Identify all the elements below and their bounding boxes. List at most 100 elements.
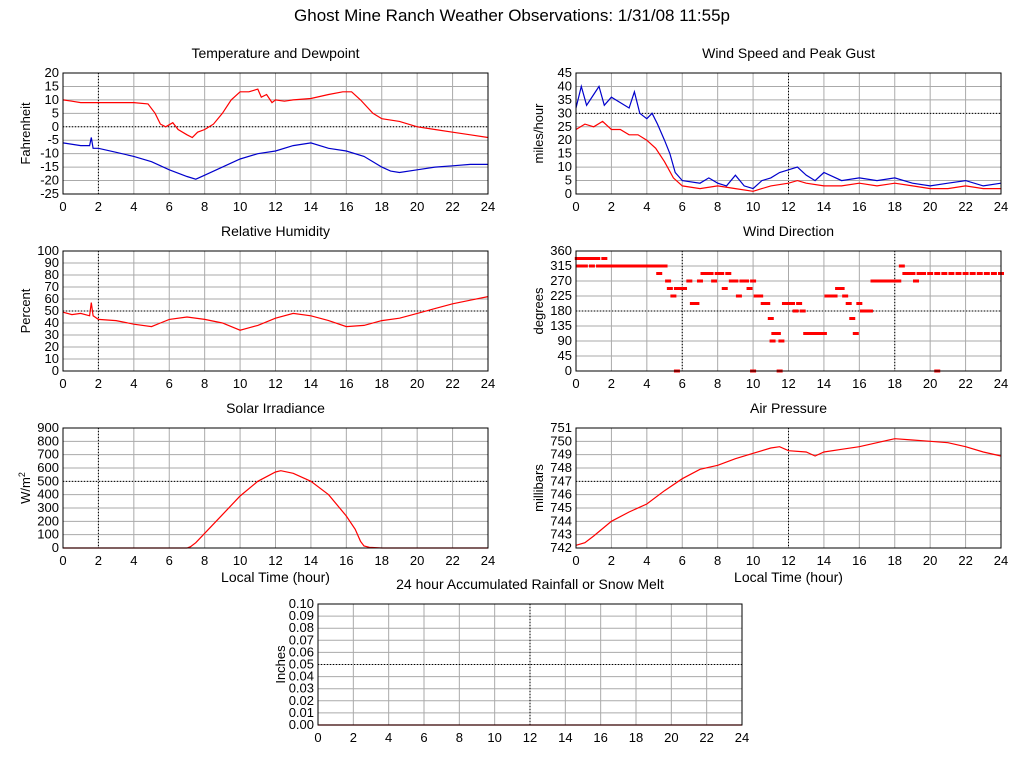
- winddir-point: [711, 279, 718, 283]
- winddir-ytick-label: 180: [550, 303, 572, 318]
- winddir-point: [792, 309, 799, 313]
- rain-title: 24 hour Accumulated Rainfall or Snow Mel…: [396, 576, 664, 592]
- winddir-ylabel: degrees: [531, 287, 546, 334]
- solar-series-solar-irradiance: [63, 470, 488, 549]
- winddir-point: [941, 272, 948, 275]
- rain-xtick-label: 0: [314, 730, 321, 745]
- winddir-point: [650, 264, 657, 268]
- solar-ytick-label: 300: [37, 500, 59, 515]
- winddir-point: [866, 309, 873, 313]
- winddir-point: [619, 264, 626, 268]
- temp-ytick-label: -5: [47, 132, 59, 147]
- temp-xtick-label: 18: [375, 199, 389, 214]
- pressure-xtick-label: 14: [817, 553, 831, 568]
- winddir-point: [955, 272, 962, 275]
- pressure-xlabel: Local Time (hour): [734, 569, 843, 585]
- humidity-xtick-label: 0: [59, 376, 66, 391]
- rain-xtick-label: 10: [487, 730, 501, 745]
- winddir-point: [916, 272, 923, 275]
- winddir-point: [920, 272, 927, 275]
- winddir-point: [608, 264, 615, 268]
- winddir-xtick-label: 24: [994, 376, 1008, 391]
- temp-xtick-label: 20: [410, 199, 424, 214]
- winddir-point: [927, 272, 934, 275]
- wind-xtick-label: 12: [781, 199, 795, 214]
- winddir-point: [874, 279, 881, 283]
- winddir-point: [845, 302, 852, 305]
- pressure-xtick-label: 2: [608, 553, 615, 568]
- winddir-point: [902, 272, 909, 275]
- winddir-point: [781, 302, 788, 305]
- wind-ytick-label: 5: [565, 173, 572, 188]
- winddir-point: [636, 264, 643, 268]
- solar-ytick-label: 500: [37, 473, 59, 488]
- winddir-point: [983, 272, 990, 275]
- temp-xtick-label: 10: [233, 199, 247, 214]
- solar-ytick-label: 900: [37, 420, 59, 435]
- winddir-point: [665, 279, 672, 283]
- humidity-ytick-label: 70: [45, 279, 59, 294]
- winddir-point: [588, 257, 595, 260]
- winddir-ytick-label: 90: [558, 333, 572, 348]
- humidity-xtick-label: 10: [233, 376, 247, 391]
- winddir-ytick-label: 45: [558, 348, 572, 363]
- winddir-point: [828, 294, 834, 298]
- winddir-point: [969, 272, 976, 275]
- winddir-point: [813, 332, 820, 335]
- wind-xtick-label: 24: [994, 199, 1008, 214]
- solar-title: Solar Irradiance: [226, 400, 325, 416]
- pressure-frame: [575, 427, 1002, 549]
- rain-ytick-label: 0.06: [289, 644, 314, 659]
- rain-ytick-label: 0.05: [289, 657, 314, 672]
- winddir-point: [856, 302, 863, 305]
- pressure-xtick-label: 0: [572, 553, 579, 568]
- solar-xtick-label: 16: [339, 553, 353, 568]
- winddir-xtick-label: 2: [608, 376, 615, 391]
- solar-ylabel-superscript: 2: [17, 472, 27, 477]
- winddir-point: [835, 287, 842, 290]
- pressure-xtick-label: 22: [958, 553, 972, 568]
- winddir-xtick-label: 18: [888, 376, 902, 391]
- winddir-point: [852, 332, 859, 335]
- winddir-point: [596, 264, 603, 268]
- winddir-ytick-label: 225: [550, 288, 572, 303]
- winddir-point: [714, 272, 721, 275]
- humidity-xtick-label: 24: [481, 376, 495, 391]
- winddir-point: [746, 287, 753, 290]
- temp-ylabel: Fahrenheit: [18, 102, 33, 165]
- winddir-point: [647, 264, 654, 268]
- rain-xtick-label: 2: [350, 730, 357, 745]
- pressure-ytick-label: 750: [550, 433, 572, 448]
- rain-ytick-label: 0.10: [289, 596, 314, 611]
- humidity-xtick-label: 4: [130, 376, 137, 391]
- wind-xtick-label: 4: [643, 199, 650, 214]
- winddir-point: [601, 264, 608, 268]
- winddir-point: [735, 294, 742, 298]
- winddir-point: [739, 279, 746, 283]
- solar-ytick-label: 0: [52, 540, 59, 555]
- temp-ytick-label: -10: [40, 146, 59, 161]
- humidity-ytick-label: 50: [45, 303, 59, 318]
- wind-xtick-label: 2: [608, 199, 615, 214]
- winddir-point: [725, 272, 732, 275]
- rain-frame: [317, 603, 743, 726]
- solar-xtick-label: 8: [201, 553, 208, 568]
- winddir-xtick-label: 8: [714, 376, 721, 391]
- humidity-ytick-label: 10: [45, 351, 59, 366]
- solar-frame: [62, 427, 489, 549]
- rain-xtick-label: 16: [593, 730, 607, 745]
- rain-xtick-label: 24: [735, 730, 749, 745]
- pressure-xtick-label: 8: [714, 553, 721, 568]
- humidity-ytick-label: 90: [45, 255, 59, 270]
- wind-ylabel: miles/hour: [531, 103, 546, 164]
- winddir-xtick-label: 12: [781, 376, 795, 391]
- wind-xtick-label: 18: [888, 199, 902, 214]
- solar-xtick-label: 6: [166, 553, 173, 568]
- winddir-point: [760, 302, 767, 305]
- winddir-point: [658, 264, 664, 268]
- pressure-ytick-label: 748: [550, 460, 572, 475]
- winddir-point: [611, 264, 618, 268]
- winddir-point: [771, 332, 778, 335]
